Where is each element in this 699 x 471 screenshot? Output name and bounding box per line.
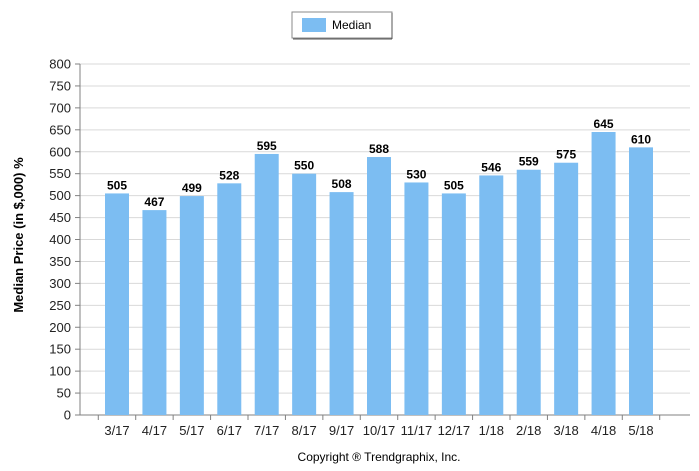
data-label: 595 <box>257 139 277 153</box>
y-tick-label: 150 <box>49 342 71 357</box>
y-tick-label: 700 <box>49 100 71 115</box>
bar <box>441 193 466 415</box>
bar <box>142 210 167 415</box>
data-label: 508 <box>332 177 352 191</box>
x-tick-label: 11/17 <box>401 423 433 438</box>
axes <box>75 63 661 420</box>
data-label: 645 <box>594 117 614 131</box>
data-label: 499 <box>182 181 202 195</box>
y-tick-label: 600 <box>49 144 71 159</box>
bars <box>105 132 653 416</box>
x-tick-label: 3/18 <box>553 423 578 438</box>
x-tick-label: 2/18 <box>516 423 541 438</box>
x-tick-label: 9/17 <box>329 423 354 438</box>
y-tick-label: 50 <box>57 386 71 401</box>
x-tick-label: 5/17 <box>179 423 204 438</box>
y-tick-label: 300 <box>49 276 71 291</box>
y-tick-label: 350 <box>49 254 71 269</box>
data-labels: 505 467 499 528 595 550 508 588 530 505 546 559 575 6… <box>107 117 651 209</box>
data-label: 528 <box>219 168 239 182</box>
y-tick-labels: 0 50 100 150 200 250 300 350 400 450 500 550 600 650 7… <box>49 57 71 423</box>
bar <box>179 196 204 415</box>
bar <box>591 132 616 415</box>
data-label: 505 <box>107 178 127 192</box>
y-tick-label: 450 <box>49 210 71 225</box>
data-label: 610 <box>631 132 651 146</box>
x-tick-label: 10/17 <box>363 423 396 438</box>
y-tick-label: 100 <box>49 364 71 379</box>
y-tick-label: 650 <box>49 122 71 137</box>
x-tick-label: 8/17 <box>291 423 316 438</box>
y-tick-label: 250 <box>49 298 71 313</box>
y-tick-label: 550 <box>49 166 71 181</box>
data-label: 505 <box>444 178 464 192</box>
legend-swatch <box>302 18 326 32</box>
bar <box>516 169 541 415</box>
data-label: 530 <box>406 167 426 181</box>
y-tick-label: 400 <box>49 232 71 247</box>
data-label: 550 <box>294 159 314 173</box>
x-tick-label: 1/18 <box>479 423 504 438</box>
bar <box>217 183 242 415</box>
data-label: 559 <box>519 155 539 169</box>
x-tick-label: 5/18 <box>628 423 653 438</box>
data-label: 588 <box>369 142 389 156</box>
y-axis-title: Median Price (in $,000) % <box>11 157 26 313</box>
y-tick-label: 200 <box>49 320 71 335</box>
x-tick-label: 4/18 <box>591 423 616 438</box>
legend: Median <box>291 11 393 40</box>
legend-label-median: Median <box>332 18 371 32</box>
bar <box>367 157 391 415</box>
x-tick-labels: 3/17 4/17 5/17 6/17 7/17 8/17 9/17 10/17 11/17 12… <box>104 423 653 438</box>
bar <box>629 147 653 416</box>
bar <box>404 182 429 415</box>
bar <box>105 193 129 415</box>
data-label: 467 <box>144 195 164 209</box>
bar <box>479 175 504 415</box>
y-tick-label: 750 <box>49 78 71 93</box>
y-tick-label: 800 <box>49 57 71 72</box>
data-label: 575 <box>556 148 576 162</box>
x-tick-label: 12/17 <box>438 423 471 438</box>
bar <box>254 153 279 415</box>
data-label: 546 <box>481 160 501 174</box>
bar <box>292 173 317 415</box>
x-tick-label: 7/17 <box>254 423 279 438</box>
x-tick-label: 4/17 <box>142 423 167 438</box>
x-tick-label: 3/17 <box>104 423 129 438</box>
bar <box>554 162 579 415</box>
y-tick-label: 500 <box>49 188 71 203</box>
copyright-text: Copyright ® Trendgraphix, Inc. <box>298 450 461 464</box>
x-tick-label: 6/17 <box>217 423 242 438</box>
y-tick-label: 0 <box>64 408 71 423</box>
bar <box>329 192 354 415</box>
